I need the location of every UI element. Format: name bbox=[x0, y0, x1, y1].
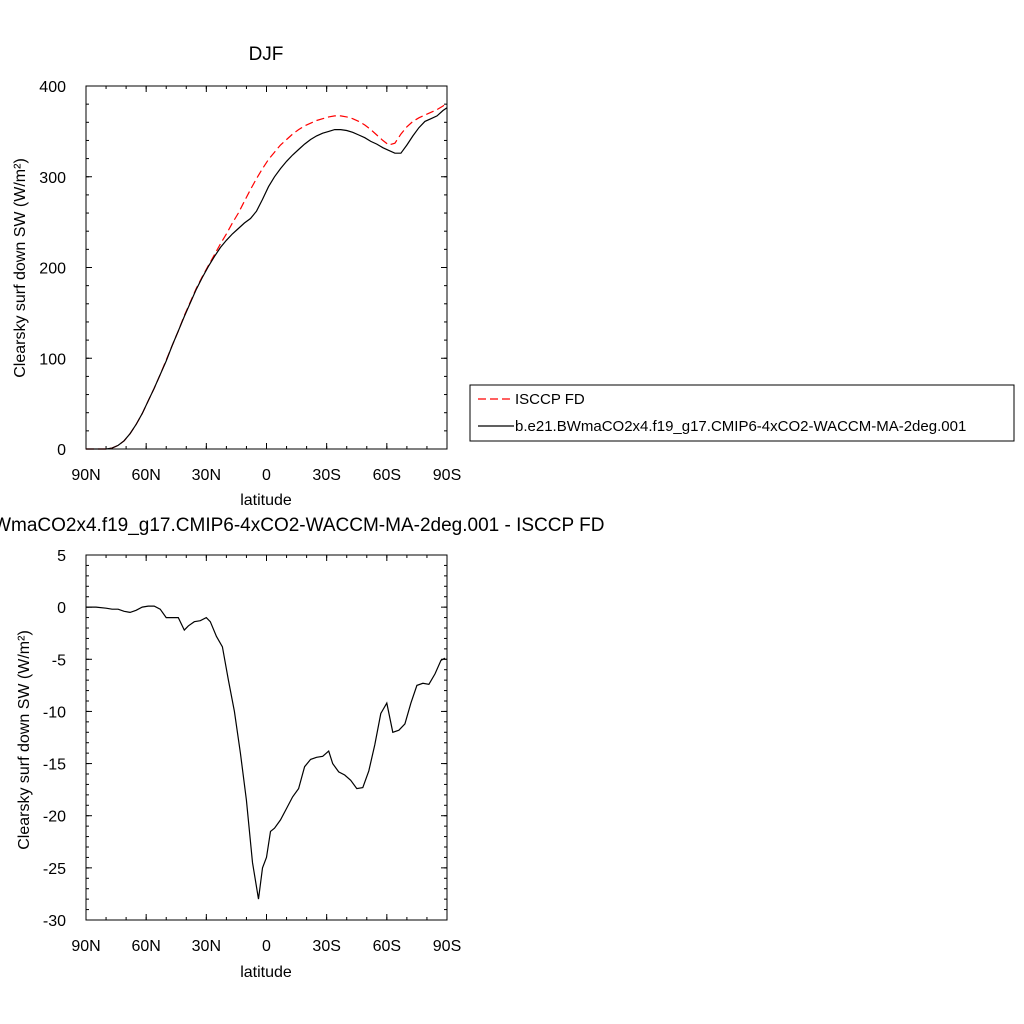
top-y-tick-label: 100 bbox=[39, 351, 66, 368]
bottom-y-tick-label: 0 bbox=[57, 600, 66, 617]
top-x-tick-label: 90S bbox=[433, 467, 461, 484]
top-x-tick-label: 60S bbox=[373, 467, 401, 484]
top-x-tick-label: 30N bbox=[192, 467, 221, 484]
top-x-tick-label: 90N bbox=[71, 467, 100, 484]
top-x-tick-label: 60N bbox=[131, 467, 160, 484]
top-chart-title: DJF bbox=[249, 44, 284, 65]
bottom-x-tick-label: 60N bbox=[131, 938, 160, 955]
bottom-chart-title: b.e21.BWmaCO2x4.f19_g17.CMIP6-4xCO2-WACC… bbox=[0, 515, 604, 536]
top-series-line-model bbox=[86, 107, 448, 450]
bottom-plot-frame bbox=[85, 554, 448, 921]
top-plot-area: 90N 60N 30N 0 30S 60S 90S 0 100 200 300 400 bbox=[39, 79, 461, 484]
bottom-plot-area: 90N 60N 30N 0 30S 60S 90S 5 0 -5 -10 -15 -20 -25 -30 bbox=[43, 548, 461, 955]
top-y-tick-label: 0 bbox=[57, 442, 66, 459]
bottom-x-tick-label: 90N bbox=[71, 938, 100, 955]
top-panel: DJF 90N 60N 30N 0 30S 60S 90S 0 100 200 300 400 lat… bbox=[12, 44, 1015, 509]
top-series-line-isccp bbox=[86, 102, 448, 450]
bottom-y-tick-label: -10 bbox=[43, 704, 66, 721]
top-y-axis-label: Clearsky surf down SW (W/m²) bbox=[12, 158, 29, 378]
bottom-x-tick-label: 30S bbox=[312, 938, 340, 955]
top-y-tick-label: 300 bbox=[39, 170, 66, 187]
bottom-x-tick-label: 90S bbox=[433, 938, 461, 955]
bottom-panel: b.e21.BWmaCO2x4.f19_g17.CMIP6-4xCO2-WACC… bbox=[0, 515, 604, 981]
bottom-x-axis-label: latitude bbox=[240, 964, 292, 981]
bottom-series-line-difference bbox=[86, 605, 446, 900]
bottom-y-tick-label: 5 bbox=[57, 548, 66, 565]
bottom-y-tick-label: -5 bbox=[52, 652, 66, 669]
bottom-y-axis-label: Clearsky surf down SW (W/m²) bbox=[16, 630, 33, 850]
bottom-y-tick-label: -15 bbox=[43, 757, 66, 774]
top-x-tick-label: 30S bbox=[312, 467, 340, 484]
bottom-x-tick-label: 0 bbox=[262, 938, 271, 955]
bottom-y-tick-label: -25 bbox=[43, 861, 66, 878]
bottom-y-tick-label: -20 bbox=[43, 809, 66, 826]
top-x-tick-label: 0 bbox=[262, 467, 271, 484]
legend-label-model: b.e21.BWmaCO2x4.f19_g17.CMIP6-4xCO2-WACC… bbox=[515, 418, 966, 435]
top-y-tick-label: 200 bbox=[39, 261, 66, 278]
top-y-tick-label: 400 bbox=[39, 79, 66, 96]
legend: ISCCP FD b.e21.BWmaCO2x4.f19_g17.CMIP6-4… bbox=[469, 384, 1015, 442]
top-plot-frame bbox=[85, 85, 448, 450]
bottom-x-tick-label: 30N bbox=[192, 938, 221, 955]
legend-box bbox=[469, 384, 1015, 442]
legend-label-isccp: ISCCP FD bbox=[515, 391, 585, 408]
top-x-axis-label: latitude bbox=[240, 492, 292, 509]
bottom-x-tick-label: 60S bbox=[373, 938, 401, 955]
bottom-y-tick-label: -30 bbox=[43, 913, 66, 930]
